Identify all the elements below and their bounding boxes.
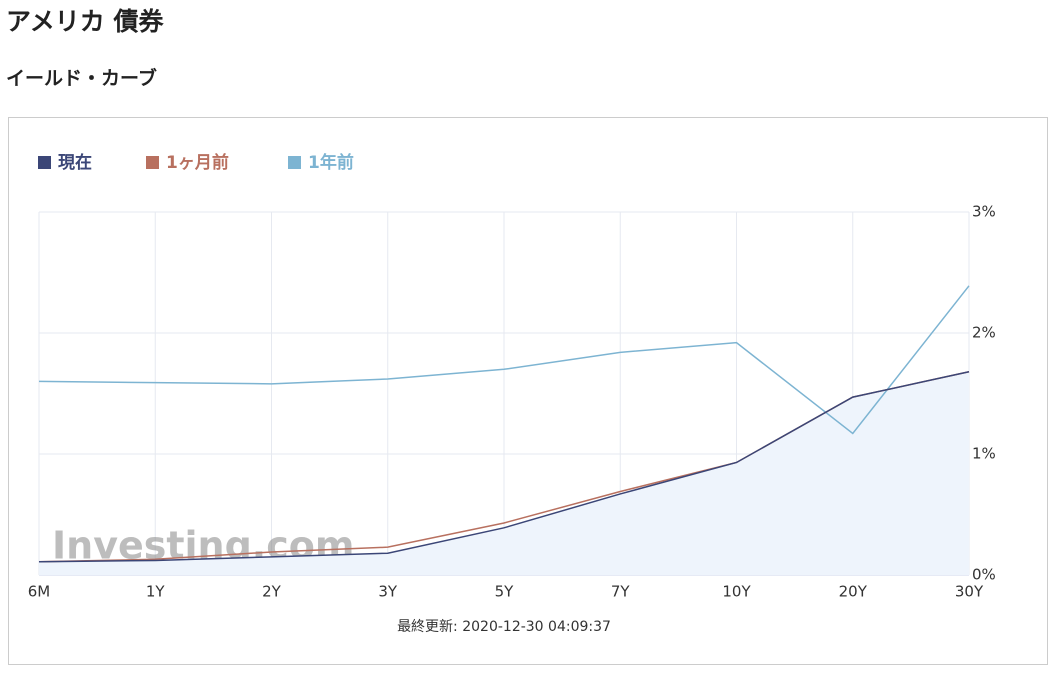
- legend-swatch: [146, 156, 159, 169]
- x-tick-label: 7Y: [611, 583, 631, 601]
- footer: 最終更新: 2020-12-30 04:09:37: [397, 619, 611, 635]
- legend-swatch: [38, 156, 51, 169]
- legend-label: 1年前: [308, 152, 354, 173]
- legend-label: 1ヶ月前: [166, 152, 229, 173]
- legend-label: 現在: [58, 152, 92, 173]
- x-tick-label: 2Y: [262, 583, 282, 601]
- x-tick-label: 5Y: [495, 583, 515, 601]
- y-tick-label: 3%: [972, 203, 996, 221]
- x-tick-label: 30Y: [955, 583, 984, 601]
- line: [38, 370, 970, 563]
- y-tick-label: 0%: [972, 566, 996, 584]
- area: [39, 371, 969, 575]
- y-tick-label: 1%: [972, 445, 996, 463]
- x-tick-label: 1Y: [146, 583, 166, 601]
- page-title: アメリカ 債券: [6, 7, 164, 36]
- x-tick-label: 10Y: [722, 583, 751, 601]
- x-tick-label: 6M: [28, 583, 51, 601]
- line: [38, 285, 970, 435]
- section-title: イールド・カーブ: [6, 67, 157, 90]
- x-tick-label: 3Y: [378, 583, 398, 601]
- x-tick-label: 20Y: [839, 583, 868, 601]
- legend-swatch: [288, 156, 301, 169]
- y-tick-label: 2%: [972, 324, 996, 342]
